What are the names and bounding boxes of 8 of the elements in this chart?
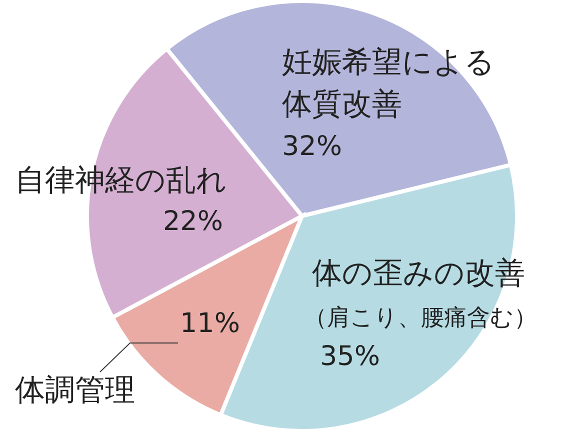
data-label: 11% <box>180 308 240 339</box>
slice-label: 妊娠希望による体質改善 <box>282 45 495 122</box>
slice-label: 自律神経の乱れ <box>15 163 227 198</box>
slice-label: 体の歪みの改善（肩こり、腰痛含む） <box>304 256 537 331</box>
data-label: 32% <box>282 131 342 162</box>
data-label: 22% <box>163 206 224 237</box>
data-label: 35% <box>320 341 380 372</box>
slice-label: 体調管理 <box>15 373 135 408</box>
